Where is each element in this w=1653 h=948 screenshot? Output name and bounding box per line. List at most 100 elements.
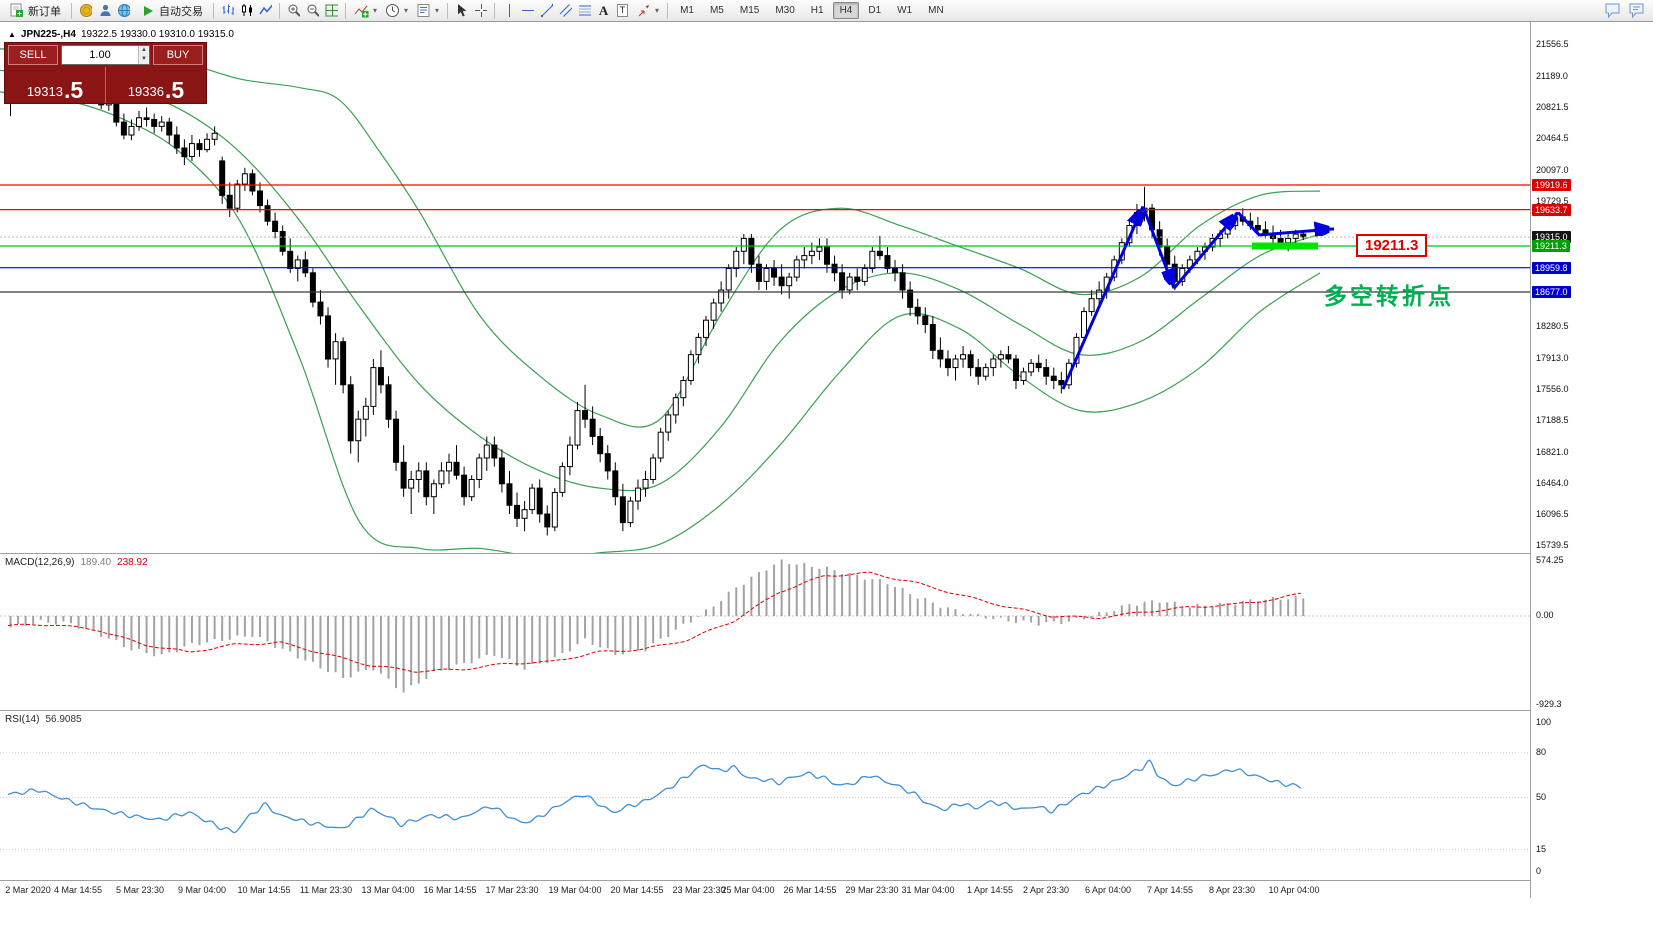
symbol-marker-icon: ▲ [8,30,16,39]
timeframe-m30-button[interactable]: M30 [775,5,795,16]
trendline-icon[interactable] [538,2,555,19]
price-tag: 19633.7 [1532,204,1571,216]
date-label: 8 Apr 23:30 [1208,885,1256,895]
play-icon [139,2,156,19]
price-axis[interactable]: 21556.5 21189.0 20821.5 20464.5 20097.0 19729… [1530,22,1653,898]
price-scale-label: 21556.5 [1536,39,1569,49]
price-scale-label: 15739.5 [1536,540,1569,550]
price-scale-label: 18280.5 [1536,321,1569,331]
rsi-name: RSI(14) [5,714,40,725]
buy-price-small: 19336 [127,83,164,99]
crosshair-icon[interactable] [472,2,489,19]
date-label: 2 Apr 23:30 [1022,885,1070,895]
date-label: 10 Mar 14:55 [237,885,291,895]
rsi-canvas[interactable] [0,711,1530,880]
price-scale-label: 20821.5 [1536,102,1569,112]
bar-chart-icon[interactable] [219,2,236,19]
cursor-icon[interactable] [453,2,470,19]
channel-icon[interactable] [557,2,574,19]
caret-down-icon: ▾ [435,6,440,15]
auto-trading-button[interactable]: 自动交易 [134,1,208,20]
fibonacci-icon[interactable] [576,2,593,19]
toolbar-separator [667,2,669,19]
date-label: 10 Apr 04:00 [1268,885,1320,895]
price-scale-label: 17556.0 [1536,384,1569,394]
arrows-dropdown[interactable]: ▾ [633,1,662,20]
date-label: 11 Mar 23:30 [299,885,353,895]
buy-button[interactable]: BUY [153,45,203,65]
sell-price[interactable]: 19313 .5 [5,67,105,103]
date-label: 23 Mar 23:30 [672,885,726,895]
turning-point-label[interactable]: 多空转折点 [1324,283,1454,309]
chat-bubble-icon[interactable] [1604,2,1623,24]
date-label: 31 Mar 04:00 [901,885,955,895]
templates-dropdown[interactable]: ▾ [413,1,442,20]
price-chart-canvas[interactable] [0,22,1530,553]
zoom-in-icon[interactable] [285,2,302,19]
date-label: 25 Mar 04:00 [721,885,775,895]
periods-dropdown[interactable]: ▾ [382,1,411,20]
timeframe-d1-button[interactable]: D1 [868,5,882,16]
candlestick-chart-icon[interactable] [238,2,255,19]
chat-bubble-icon[interactable] [1628,2,1647,24]
sell-button[interactable]: SELL [8,45,58,65]
toolbar: 新订单 自动交易 ▾ ▾ ▾ A T ▾ M1 M5 M15 M30 H1 H4 D1 W1 MN [0,0,1653,22]
timeframe-mn-button[interactable]: MN [928,5,944,16]
macd-label: MACD(12,26,9) 189.40 238.92 [5,557,148,568]
order-controls-row: SELL ▲ ▼ BUY [5,43,206,67]
volume-box: ▲ ▼ [61,45,150,65]
price-callout[interactable]: 19211.3 [1356,234,1428,257]
date-axis[interactable]: 2 Mar 2020 4 Mar 14:55 5 Mar 23:30 9 Mar 04… [0,880,1530,898]
new-order-button[interactable]: 新订单 [3,1,66,20]
buy-price[interactable]: 19336 .5 [105,67,206,103]
volume-decrease-button[interactable]: ▼ [139,55,149,64]
timeframe-w1-button[interactable]: W1 [897,5,913,16]
toolbar-separator [494,2,496,19]
buy-price-big: .5 [164,76,185,103]
rsi-scale-label: 50 [1536,792,1547,802]
rsi-panel[interactable]: RSI(14) 56.9085 [0,710,1530,880]
timeframe-m1-button[interactable]: M1 [680,5,694,16]
chart-ohlc: 19322.5 19330.0 19310.0 19315.0 [80,29,234,40]
timeframe-h1-button[interactable]: H1 [810,5,824,16]
macd-name: MACD(12,26,9) [5,557,75,568]
caret-down-icon: ▾ [373,6,378,15]
macd-signal-value: 238.92 [117,557,148,568]
market-watch-icon[interactable] [96,2,113,19]
toolbar-separator [279,2,280,19]
volume-input[interactable] [62,46,138,64]
volume-increase-button[interactable]: ▲ [139,46,149,55]
indicators-dropdown[interactable]: ▾ [351,1,380,20]
price-tag: 18959.8 [1532,262,1571,274]
rsi-label: RSI(14) 56.9085 [5,714,82,725]
macd-panel[interactable]: MACD(12,26,9) 189.40 238.92 [0,553,1530,710]
text-icon[interactable]: A [598,2,609,18]
line-chart-icon[interactable] [257,2,274,19]
caret-down-icon: ▾ [655,6,660,15]
price-scale-label: 16821.0 [1536,447,1569,457]
date-label: 6 Apr 04:00 [1084,885,1132,895]
date-label: 7 Apr 14:55 [1146,885,1194,895]
main-chart-panel[interactable]: ▲ JPN225-,H4 19322.5 19330.0 19310.0 193… [0,22,1530,553]
new-order-button-label: 新订单 [28,5,61,18]
profiles-icon[interactable] [77,2,94,19]
web-terminal-icon[interactable] [115,2,132,19]
timeframe-m5-button[interactable]: M5 [709,5,724,16]
zoom-out-icon[interactable] [304,2,321,19]
macd-main-value: 189.40 [80,557,112,568]
toolbar-separator [447,2,449,19]
price-scale-label: 16464.0 [1536,478,1569,488]
toolbar-separator [345,2,346,19]
price-scale-label: 20464.5 [1536,133,1569,143]
rsi-scale-label: 0 [1536,866,1542,876]
rsi-scale-label: 100 [1536,717,1552,727]
macd-canvas[interactable] [0,554,1530,710]
tile-windows-icon[interactable] [323,2,340,19]
horizontal-line-icon[interactable] [519,2,536,19]
date-label: 2 Mar 2020 [5,885,51,895]
auto-trading-button-label: 自动交易 [159,5,203,18]
vertical-line-icon[interactable] [500,2,517,19]
timeframe-h4-button[interactable]: H4 [832,2,860,19]
timeframe-m15-button[interactable]: M15 [739,5,760,16]
text-label-icon[interactable]: T [614,2,631,19]
